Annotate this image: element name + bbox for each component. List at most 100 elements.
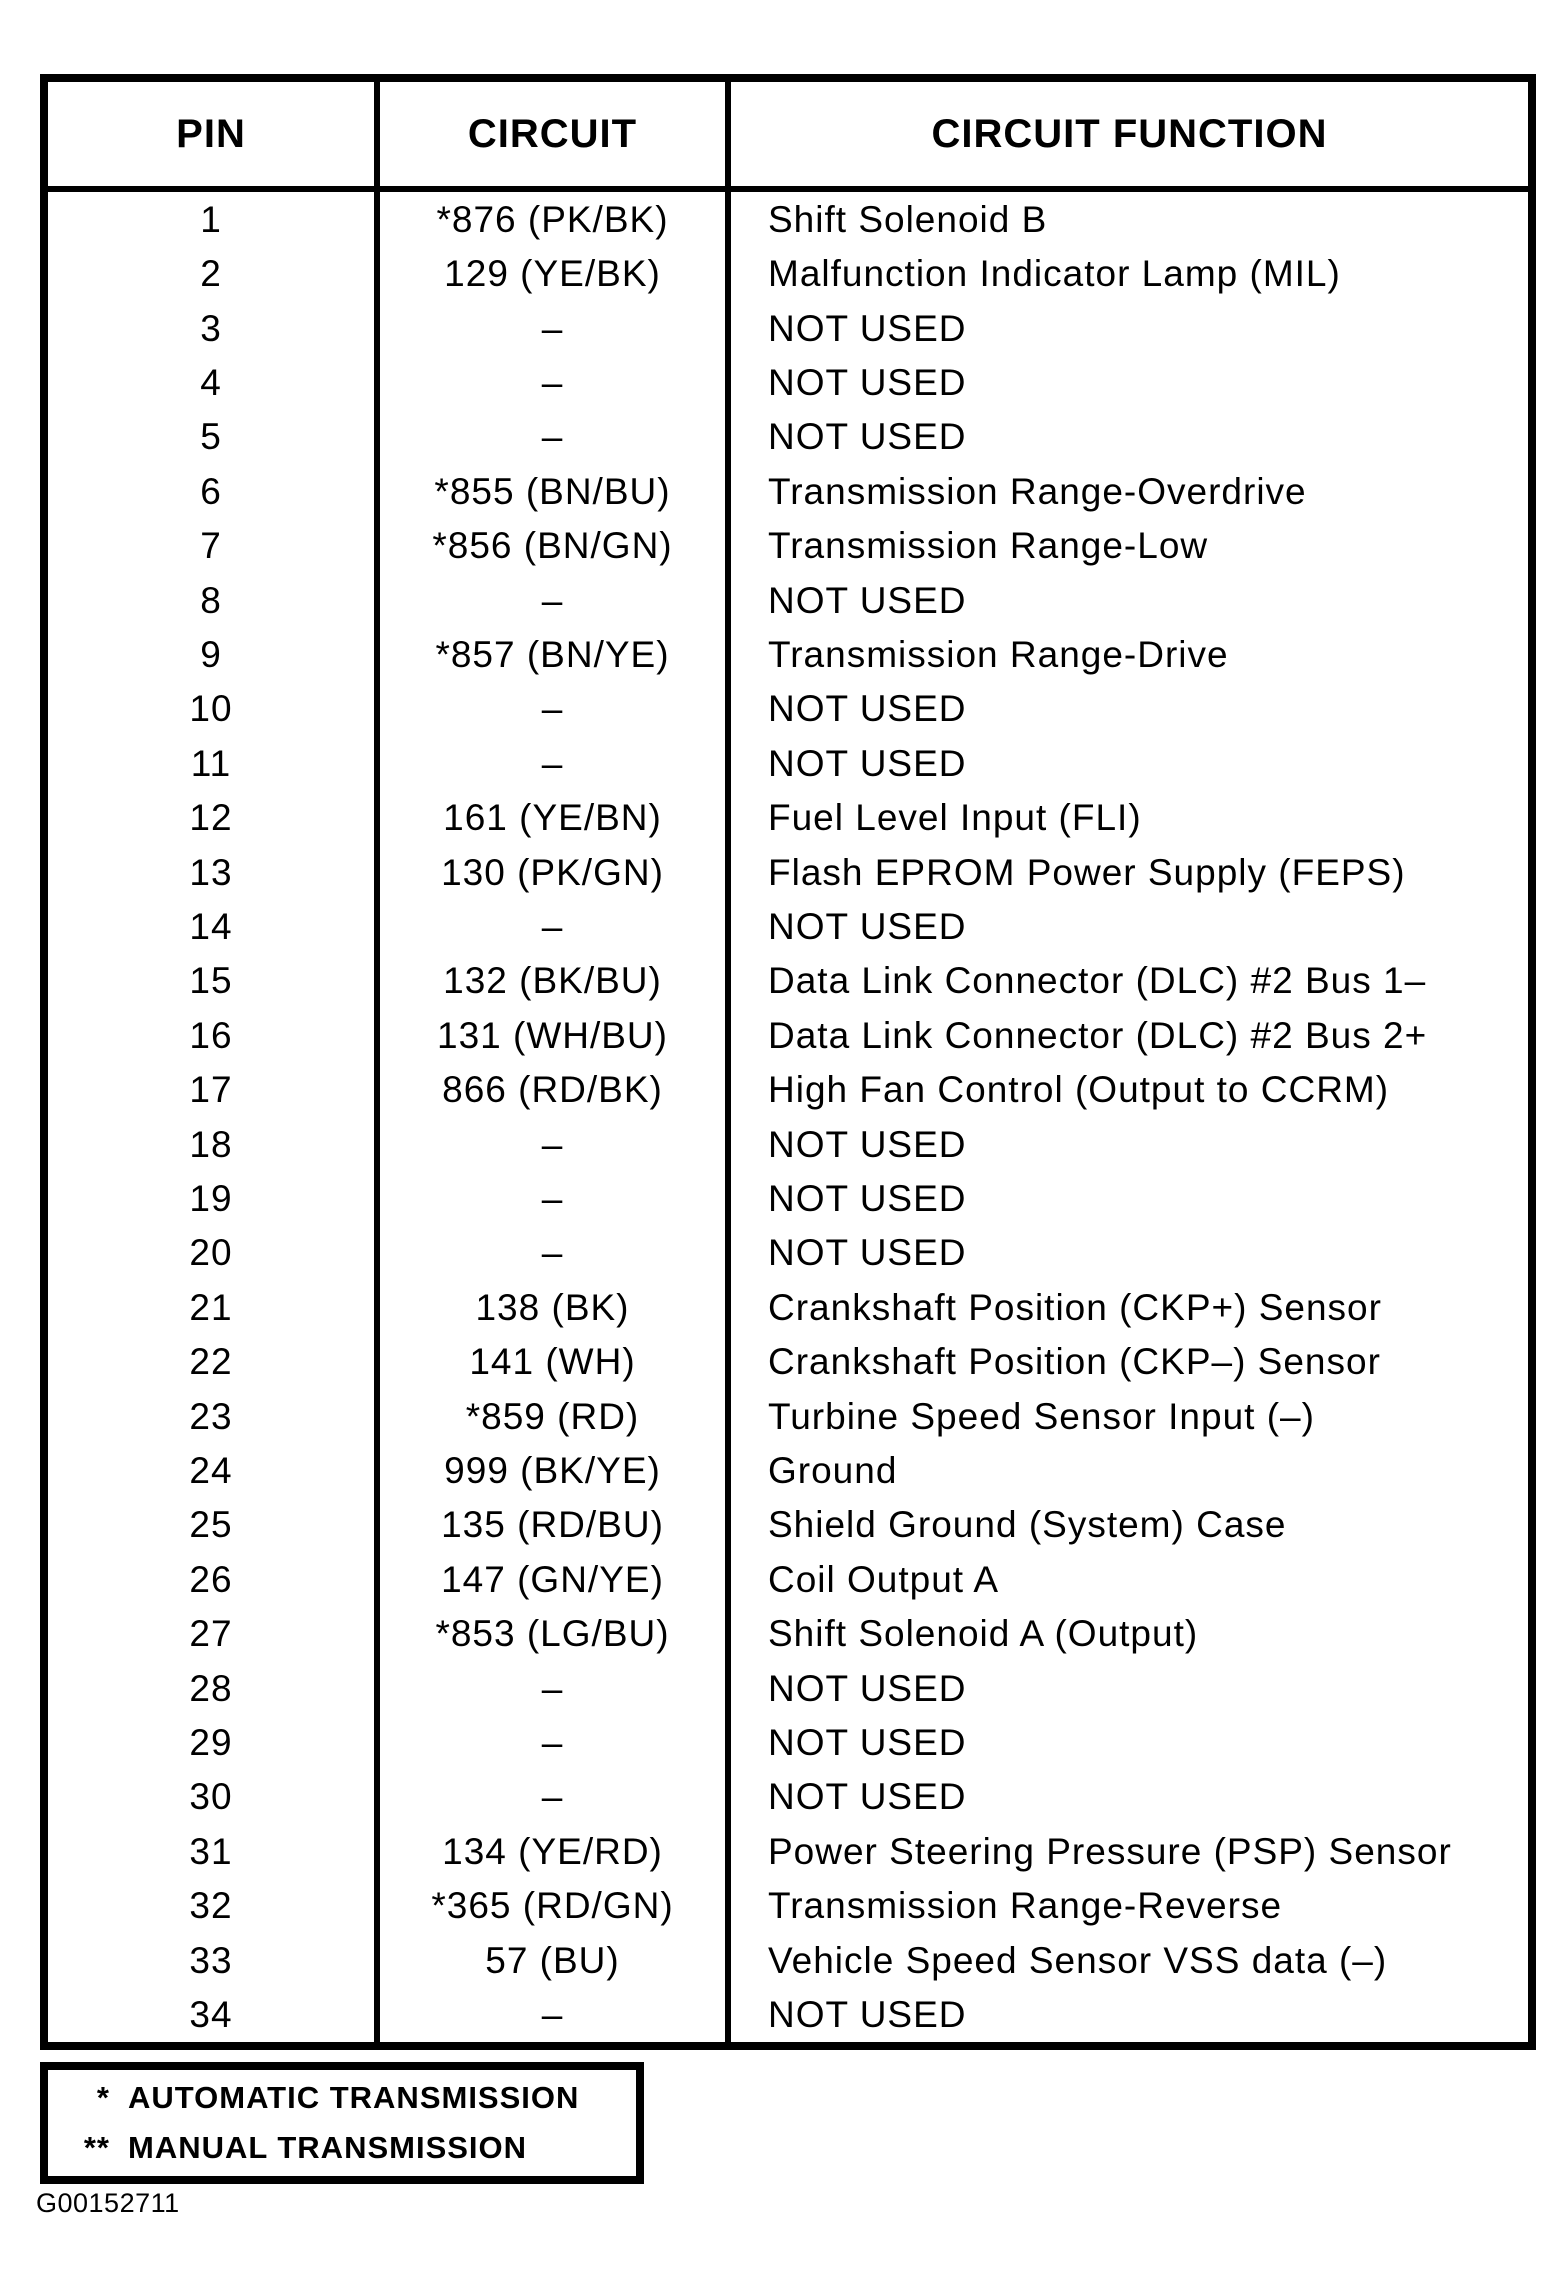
table-row: 10 – NOT USED <box>48 681 1528 737</box>
circuit-cell: *853 (LG/BU) <box>374 1606 725 1661</box>
table-row: 8 – NOT USED <box>48 572 1528 628</box>
pin-cell: 15 <box>189 960 233 1002</box>
pin-cell: 18 <box>189 1123 233 1165</box>
pin-cell: 22 <box>189 1341 233 1383</box>
pin-cell: 7 <box>200 525 222 567</box>
circuit-cell: – <box>374 736 725 791</box>
circuit-cell: *855 (BN/BU) <box>374 464 725 519</box>
circuit-cell: 132 (BK/BU) <box>374 953 725 1009</box>
function-cell: Turbine Speed Sensor Input (–) <box>725 1388 1528 1444</box>
table-row: 12 161 (YE/BN) Fuel Level Input (FLI) <box>48 790 1528 845</box>
pin-cell: 2 <box>200 253 222 295</box>
function-cell: NOT USED <box>725 736 1528 791</box>
pin-cell: 23 <box>189 1395 233 1437</box>
function-cell: High Fan Control (Output to CCRM) <box>725 1062 1528 1117</box>
circuit-cell: – <box>374 681 725 737</box>
pin-cell: 10 <box>189 688 233 730</box>
circuit-cell: – <box>374 1769 725 1825</box>
table-header-row: PIN CIRCUIT CIRCUIT FUNCTION <box>48 82 1528 192</box>
pin-cell: 11 <box>190 742 232 784</box>
pin-cell: 8 <box>200 579 222 621</box>
circuit-cell: *876 (PK/BK) <box>374 192 725 247</box>
table-row: 20 – NOT USED <box>48 1225 1528 1281</box>
table-row: 33 57 (BU) Vehicle Speed Sensor VSS data… <box>48 1933 1528 1988</box>
function-cell: Shift Solenoid A (Output) <box>725 1606 1528 1661</box>
legend-box: * AUTOMATIC TRANSMISSION ** MANUAL TRANS… <box>40 2062 644 2184</box>
legend-label: MANUAL TRANSMISSION <box>128 2130 528 2165</box>
table-row: 28 – NOT USED <box>48 1660 1528 1716</box>
circuit-cell: – <box>374 409 725 465</box>
table-row: 22 141 (WH) Crankshaft Position (CKP–) S… <box>48 1334 1528 1389</box>
pin-cell: 19 <box>189 1178 233 1220</box>
pin-cell: 27 <box>189 1613 233 1655</box>
table-row: 31 134 (YE/RD) Power Steering Pressure (… <box>48 1824 1528 1879</box>
pin-cell: 14 <box>189 905 233 947</box>
circuit-cell: *856 (BN/GN) <box>374 518 725 573</box>
legend-label: AUTOMATIC TRANSMISSION <box>128 2080 580 2115</box>
table-row: 7 *856 (BN/GN) Transmission Range-Low <box>48 518 1528 573</box>
function-cell: NOT USED <box>725 409 1528 465</box>
table-row: 16 131 (WH/BU) Data Link Connector (DLC)… <box>48 1008 1528 1063</box>
table-row: 5 – NOT USED <box>48 409 1528 465</box>
pin-cell: 16 <box>189 1014 233 1056</box>
table-row: 24 999 (BK/YE) Ground <box>48 1443 1528 1498</box>
function-cell: NOT USED <box>725 300 1528 356</box>
pin-cell: 17 <box>189 1069 233 1111</box>
function-cell: NOT USED <box>725 1225 1528 1281</box>
function-cell: NOT USED <box>725 899 1528 954</box>
function-cell: Vehicle Speed Sensor VSS data (–) <box>725 1933 1528 1988</box>
pin-cell: 9 <box>200 633 222 675</box>
circuit-cell: 161 (YE/BN) <box>374 790 725 845</box>
pin-cell: 25 <box>189 1504 233 1546</box>
function-cell: NOT USED <box>725 1769 1528 1825</box>
table-row: 18 – NOT USED <box>48 1116 1528 1172</box>
circuit-cell: 135 (RD/BU) <box>374 1497 725 1553</box>
function-cell: Ground <box>725 1443 1528 1498</box>
circuit-cell: 147 (GN/YE) <box>374 1552 725 1607</box>
pin-cell: 29 <box>189 1722 233 1764</box>
pin-cell: 26 <box>189 1558 233 1600</box>
function-cell: NOT USED <box>725 1171 1528 1226</box>
table-row: 27 *853 (LG/BU) Shift Solenoid A (Output… <box>48 1606 1528 1661</box>
table-row: 1 *876 (PK/BK) Shift Solenoid B <box>48 192 1528 247</box>
function-cell: Crankshaft Position (CKP–) Sensor <box>725 1334 1528 1389</box>
legend-marker: ** <box>83 2130 110 2165</box>
circuit-cell: *859 (RD) <box>374 1388 725 1444</box>
legend-marker: * <box>96 2080 110 2115</box>
pin-cell: 28 <box>189 1667 233 1709</box>
function-cell: NOT USED <box>725 1660 1528 1716</box>
function-cell: Data Link Connector (DLC) #2 Bus 1– <box>725 953 1528 1009</box>
function-cell: Shield Ground (System) Case <box>725 1497 1528 1553</box>
table-row: 2 129 (YE/BK) Malfunction Indicator Lamp… <box>48 246 1528 301</box>
table-row: 14 – NOT USED <box>48 899 1528 954</box>
table-row: 17 866 (RD/BK) High Fan Control (Output … <box>48 1062 1528 1117</box>
table-body: 1 *876 (PK/BK) Shift Solenoid B 2 129 (Y… <box>48 192 1528 2042</box>
function-cell: Fuel Level Input (FLI) <box>725 790 1528 845</box>
circuit-cell: – <box>374 355 725 410</box>
circuit-cell: – <box>374 1116 725 1172</box>
table-row: 25 135 (RD/BU) Shield Ground (System) Ca… <box>48 1497 1528 1553</box>
legend-item: ** MANUAL TRANSMISSION <box>48 2130 636 2166</box>
pin-cell: 6 <box>200 470 222 512</box>
circuit-cell: – <box>374 300 725 356</box>
table-row: 32 *365 (RD/GN) Transmission Range-Rever… <box>48 1878 1528 1933</box>
pin-cell: 31 <box>189 1830 233 1872</box>
function-cell: Data Link Connector (DLC) #2 Bus 2+ <box>725 1008 1528 1063</box>
figure-id: G00152711 <box>36 2188 180 2218</box>
function-cell: Power Steering Pressure (PSP) Sensor <box>725 1824 1528 1879</box>
pin-cell: 24 <box>189 1450 233 1492</box>
function-cell: Coil Output A <box>725 1552 1528 1607</box>
function-cell: NOT USED <box>725 1987 1528 2042</box>
circuit-cell: 131 (WH/BU) <box>374 1008 725 1063</box>
table-row: 21 138 (BK) Crankshaft Position (CKP+) S… <box>48 1280 1528 1335</box>
table-row: 26 147 (GN/YE) Coil Output A <box>48 1552 1528 1607</box>
function-cell: NOT USED <box>725 355 1528 410</box>
pin-cell: 33 <box>189 1939 233 1981</box>
circuit-cell: – <box>374 572 725 628</box>
table-row: 29 – NOT USED <box>48 1715 1528 1770</box>
legend-item: * AUTOMATIC TRANSMISSION <box>48 2080 636 2116</box>
circuit-cell: – <box>374 899 725 954</box>
table-row: 30 – NOT USED <box>48 1769 1528 1825</box>
function-cell: NOT USED <box>725 681 1528 737</box>
circuit-cell: 141 (WH) <box>374 1334 725 1389</box>
